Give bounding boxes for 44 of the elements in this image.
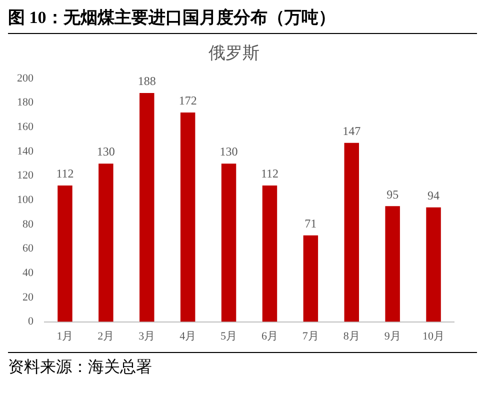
y-tick-label: 60: [22, 242, 34, 255]
data-label: 147: [342, 124, 361, 138]
chart-subtitle: 俄罗斯: [208, 44, 260, 63]
bar: [303, 235, 318, 322]
x-tick-label: 4月: [180, 330, 196, 342]
chart-title: 图 10：无烟煤主要进口国月度分布（万吨）: [7, 7, 336, 29]
data-label: 130: [220, 144, 238, 159]
y-tick-label: 120: [17, 170, 34, 182]
data-label: 130: [96, 144, 115, 159]
y-tick-label: 100: [17, 194, 34, 206]
x-tick-label: 5月: [220, 330, 238, 342]
x-tick-label: 7月: [302, 330, 319, 342]
x-tick-label: 10月: [422, 330, 445, 342]
data-label: 188: [138, 74, 156, 88]
y-tick-label: 160: [17, 120, 34, 133]
bar: [221, 164, 236, 322]
bar: [262, 185, 278, 322]
y-tick-label: 20: [22, 291, 34, 304]
bar: [426, 207, 441, 322]
data-label: 172: [178, 94, 197, 108]
data-label: 71: [304, 216, 317, 231]
x-tick-label: 8月: [343, 330, 360, 342]
x-tick-label: 1月: [56, 330, 74, 342]
data-label: 112: [56, 166, 74, 181]
bar: [140, 93, 154, 322]
y-tick-label: 180: [17, 96, 34, 109]
bar: [98, 164, 114, 322]
data-label: 94: [428, 188, 440, 203]
x-tick-label: 9月: [384, 330, 401, 342]
data-label: 95: [386, 187, 399, 202]
text: 资料来源：海关总署: [7, 358, 153, 378]
bar: [385, 206, 400, 322]
y-tick-label: 200: [17, 72, 34, 84]
x-tick-label: 6月: [261, 330, 278, 342]
bar: [58, 185, 72, 322]
bar: [344, 142, 359, 322]
y-tick-label: 0: [28, 316, 34, 328]
bar: [180, 112, 196, 322]
y-tick-label: 80: [22, 218, 34, 230]
x-tick-label: 2月: [98, 330, 114, 342]
x-tick-label: 3月: [138, 330, 156, 342]
data-label: 112: [260, 166, 279, 181]
y-tick-label: 40: [22, 267, 34, 280]
y-tick-label: 140: [17, 145, 34, 158]
